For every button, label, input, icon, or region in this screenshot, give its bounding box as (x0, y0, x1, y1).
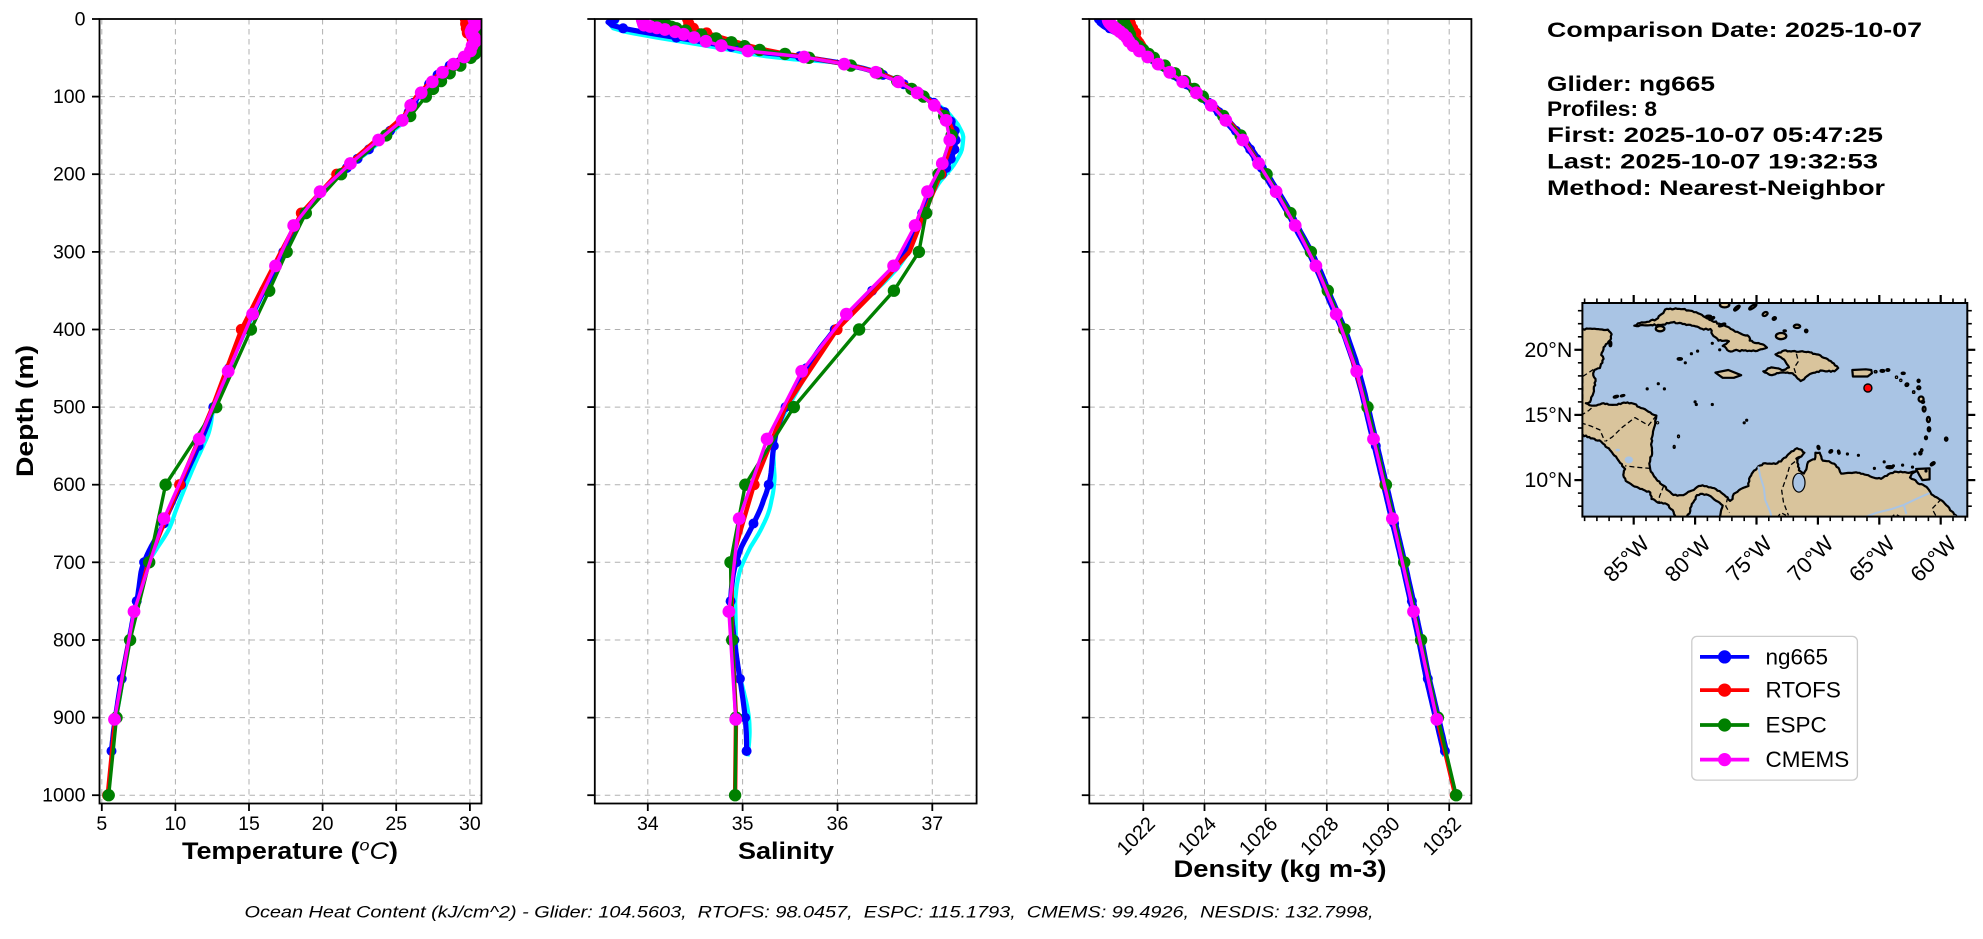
svg-text:Density (kg m-3): Density (kg m-3) (1174, 856, 1387, 883)
svg-text:30: 30 (459, 813, 481, 835)
svg-text:400: 400 (53, 319, 86, 341)
svg-text:Salinity: Salinity (738, 838, 835, 865)
svg-text:500: 500 (53, 397, 86, 419)
svg-text:34: 34 (637, 813, 659, 835)
svg-text:37: 37 (921, 813, 943, 835)
svg-text:100: 100 (53, 86, 86, 108)
svg-text:300: 300 (53, 241, 86, 263)
svg-text:800: 800 (53, 630, 86, 652)
svg-text:Temperature (oC): Temperature (oC) (182, 838, 398, 866)
svg-text:RTOFS: RTOFS (1766, 678, 1841, 703)
svg-text:1000: 1000 (42, 785, 86, 807)
svg-text:ESPC: ESPC (1766, 713, 1827, 738)
svg-text:200: 200 (53, 164, 86, 186)
svg-text:ng665: ng665 (1766, 644, 1829, 669)
svg-text:700: 700 (53, 552, 86, 574)
svg-text:Profiles: 8: Profiles: 8 (1547, 98, 1657, 121)
svg-text:10°N: 10°N (1524, 468, 1572, 492)
svg-text:Method: Nearest-Neighbor: Method: Nearest-Neighbor (1547, 177, 1885, 200)
svg-text:20: 20 (312, 813, 334, 835)
svg-text:35: 35 (732, 813, 754, 835)
svg-text:25: 25 (385, 813, 407, 835)
svg-text:0: 0 (75, 9, 86, 31)
svg-text:CMEMS: CMEMS (1766, 747, 1850, 772)
svg-text:Glider: ng665: Glider: ng665 (1547, 73, 1715, 96)
svg-text:600: 600 (53, 474, 86, 496)
svg-text:5: 5 (96, 813, 107, 835)
svg-text:900: 900 (53, 707, 86, 729)
svg-text:Last: 2025-10-07 19:32:53: Last: 2025-10-07 19:32:53 (1547, 151, 1878, 174)
svg-text:Depth (m): Depth (m) (12, 345, 39, 477)
svg-text:36: 36 (827, 813, 849, 835)
svg-text:15°N: 15°N (1524, 403, 1572, 427)
svg-text:Comparison Date: 2025-10-07: Comparison Date: 2025-10-07 (1547, 19, 1922, 42)
svg-text:Ocean Heat Content (kJ/cm^2) -: Ocean Heat Content (kJ/cm^2) - Glider: 1… (245, 903, 1374, 922)
svg-text:10: 10 (165, 813, 187, 835)
svg-text:15: 15 (238, 813, 260, 835)
svg-text:20°N: 20°N (1524, 338, 1572, 362)
svg-text:First: 2025-10-07 05:47:25: First: 2025-10-07 05:47:25 (1547, 124, 1883, 147)
